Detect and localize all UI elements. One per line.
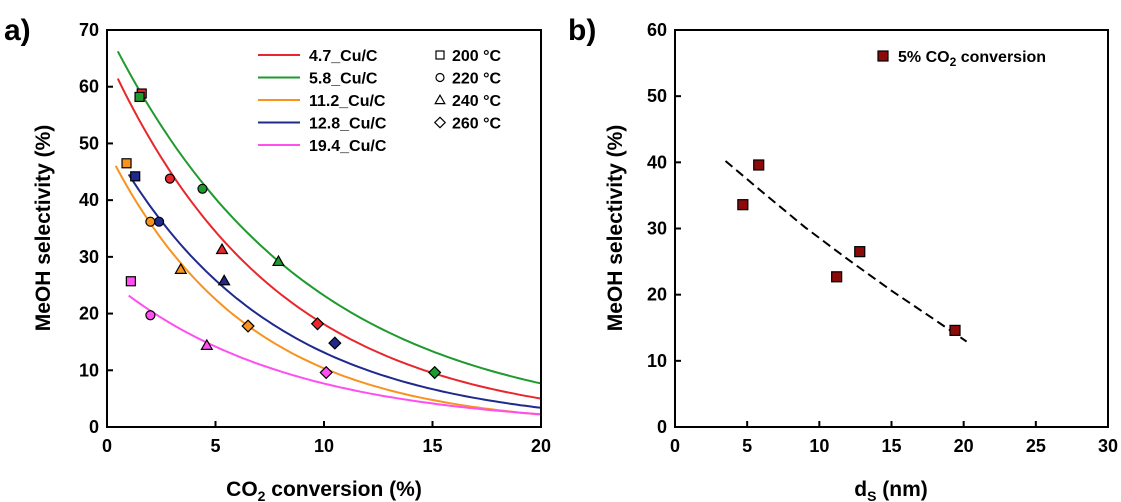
data-point-4.7_Cu/C	[164, 173, 176, 184]
data-point-12.8_Cu/C	[328, 336, 342, 350]
x-tick-label-b: 20	[954, 436, 974, 456]
legend-temp-label: 220 °C	[452, 71, 502, 88]
y-tick-label-b: 0	[657, 417, 667, 437]
legend-marker-triangle	[434, 93, 446, 105]
data-point-b	[949, 324, 961, 336]
trend-line	[724, 160, 968, 343]
y-tick-label-a: 10	[79, 360, 99, 380]
y-tick-label-b: 40	[647, 152, 667, 172]
x-axis-label-a: CO2 conversion (%)	[226, 478, 422, 502]
data-point-11.2_Cu/C	[241, 319, 255, 333]
data-point-11.2_Cu/C	[121, 158, 132, 169]
data-point-19.4_Cu/C	[145, 310, 156, 321]
x-tick-label-a: 0	[102, 436, 112, 456]
x-tick-label-a: 15	[422, 436, 442, 456]
y-tick-label-a: 50	[79, 133, 99, 153]
x-tick-label-b: 0	[670, 436, 680, 456]
x-tick-label-b: 5	[742, 436, 752, 456]
legend-b-marker	[877, 50, 889, 62]
legend-label-4.7_Cu/C: 4.7_Cu/C	[309, 48, 378, 65]
y-axis-label-a: MeOH selectivity (%)	[32, 125, 55, 332]
x-axis-label-b: dS (nm)	[854, 478, 928, 502]
data-point-b	[831, 271, 843, 283]
y-tick-label-b: 30	[647, 219, 667, 239]
y-tick-label-a: 0	[89, 417, 99, 437]
data-point-4.7_Cu/C	[310, 317, 325, 331]
legend-marker-diamond	[433, 116, 447, 129]
y-tick-label-a: 40	[79, 190, 99, 210]
legend-b-label: 5% CO2 conversion	[898, 49, 1046, 69]
panel-b-label: b)	[568, 14, 596, 47]
y-tick-label-a: 30	[79, 247, 99, 267]
x-tick-label-a: 5	[210, 436, 220, 456]
x-tick-label-b: 15	[881, 436, 901, 456]
x-tick-label-b: 10	[809, 436, 829, 456]
fit-curve-19.4_Cu/C	[128, 294, 542, 416]
data-point-5.8_Cu/C	[271, 254, 285, 267]
fit-curve-12.8_Cu/C	[127, 173, 542, 409]
legend-marker-square	[435, 50, 445, 60]
data-point-12.8_Cu/C	[130, 171, 141, 182]
y-tick-label-a: 70	[79, 20, 99, 40]
panel-a: a) 0 5 10 15 20 0 10 20 30 40 50 60 70 CO2 conversi…	[4, 14, 551, 502]
data-point-12.8_Cu/C	[217, 274, 231, 286]
legend-temp-label: 200 °C	[452, 48, 502, 65]
fit-curve-11.2_Cu/C	[114, 165, 542, 416]
legend-label-19.4_Cu/C: 19.4_Cu/C	[309, 138, 387, 155]
data-point-4.7_Cu/C	[215, 242, 229, 255]
y-tick-label-b: 20	[647, 285, 667, 305]
legend-temp-label: 260 °C	[452, 116, 502, 133]
data-point-5.8_Cu/C	[134, 91, 145, 103]
legend-series: 4.7_Cu/C 5.8_Cu/C 11.2_Cu/C 12.8_Cu/C 19.4_C…	[258, 48, 387, 155]
legend-marker-circle	[435, 72, 445, 83]
legend-temp-label: 240 °C	[452, 93, 502, 110]
y-tick-label-b: 50	[647, 86, 667, 106]
legend-label-12.8_Cu/C: 12.8_Cu/C	[309, 116, 387, 133]
y-tick-label-b: 10	[647, 351, 667, 371]
legend-b: 5% CO2 conversion	[877, 49, 1046, 69]
legend-label-11.2_Cu/C: 11.2_Cu/C	[309, 93, 386, 110]
data-point-19.4_Cu/C	[200, 338, 214, 350]
data-point-5.8_Cu/C	[427, 365, 442, 380]
data-point-b	[854, 246, 866, 258]
data-point-5.8_Cu/C	[197, 183, 208, 194]
legend-label-5.8_Cu/C: 5.8_Cu/C	[309, 71, 378, 88]
panel-b: b) 0 5 10 15 20 25 30 0 10 20 30 40 50 60 dS (nm) Me…	[568, 14, 1118, 502]
x-tick-label-b: 25	[1026, 436, 1046, 456]
y-tick-label-b: 60	[647, 20, 667, 40]
plot-b-frame	[674, 29, 1109, 428]
data-point-19.4_Cu/C	[319, 365, 333, 380]
fit-curve-4.7_Cu/C	[116, 78, 542, 400]
y-tick-label-a: 20	[79, 304, 99, 324]
panel-a-label: a)	[4, 14, 31, 47]
data-point-12.8_Cu/C	[153, 216, 165, 227]
x-tick-label-a: 20	[531, 436, 551, 456]
legend-temperature: 200 °C 220 °C 240 °C 260 °C	[433, 48, 502, 133]
x-tick-label-a: 10	[314, 436, 334, 456]
data-point-b	[753, 159, 765, 171]
x-tick-label-b: 30	[1098, 436, 1118, 456]
fit-curve-5.8_Cu/C	[116, 50, 542, 385]
data-point-11.2_Cu/C	[174, 262, 188, 274]
data-point-19.4_Cu/C	[125, 276, 136, 287]
y-axis-label-b: MeOH selectivity (%)	[604, 125, 627, 332]
data-point-b	[737, 199, 749, 211]
y-tick-label-a: 60	[79, 77, 99, 97]
data-point-11.2_Cu/C	[145, 216, 156, 227]
